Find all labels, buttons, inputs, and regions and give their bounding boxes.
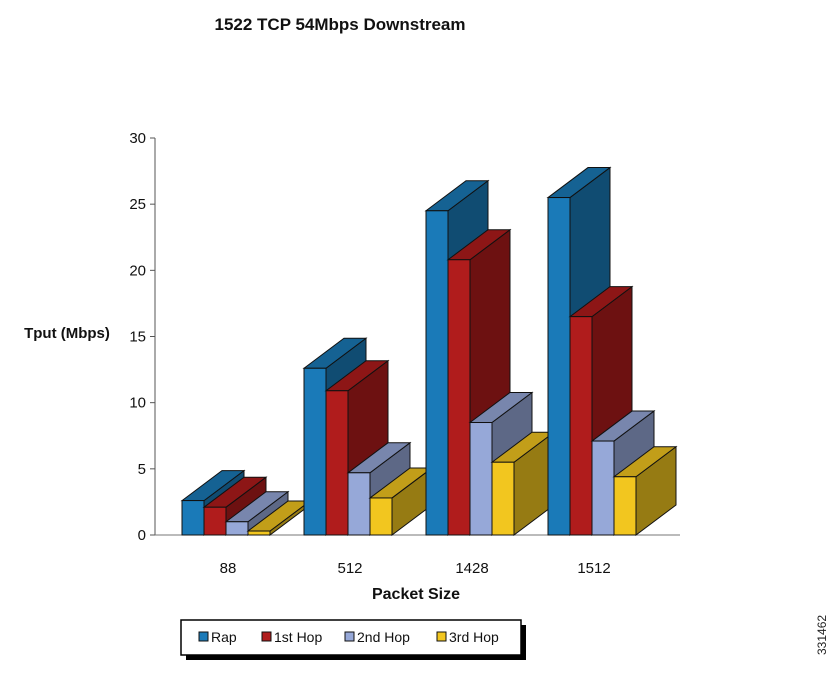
legend-swatch (344, 631, 355, 642)
axis-layer: 0 5 10 15 20 25 30 (129, 130, 680, 544)
chart-title: 1522 TCP 54Mbps Downstream (215, 15, 466, 34)
y-axis-label: Tput (Mbps) (24, 325, 110, 342)
x-tick-label: 1428 (455, 560, 488, 577)
x-tick-label: 88 (220, 560, 237, 577)
bar (246, 500, 312, 536)
legend-label: 1st Hop (274, 629, 322, 645)
bar (490, 431, 556, 536)
side-id-label: 331462 (815, 615, 829, 655)
legend-label: 2nd Hop (357, 629, 410, 645)
legend-label: 3rd Hop (449, 629, 499, 645)
bar-front-face (491, 461, 515, 536)
bar-front-face (425, 210, 449, 536)
bar-front-face (225, 521, 249, 536)
bar-front-face (369, 497, 393, 536)
bar-front-face (247, 530, 271, 536)
bar-front-face (591, 440, 615, 536)
bar-front-face (181, 500, 205, 536)
y-tick-label: 0 (138, 527, 146, 544)
legend-swatch (436, 631, 447, 642)
bar (368, 466, 434, 536)
bar-layer (180, 166, 678, 536)
bar-front-face (613, 476, 637, 536)
y-tick-label: 30 (129, 130, 146, 147)
y-tick-label: 10 (129, 395, 146, 412)
y-tick-label: 25 (129, 196, 146, 213)
y-tick-label: 20 (129, 262, 146, 279)
legend-swatch (198, 631, 209, 642)
bar-front-face (303, 367, 327, 536)
bar-front-face (469, 422, 493, 536)
bar-front-face (447, 259, 471, 536)
bar-front-face (203, 506, 227, 536)
bar-front-face (547, 197, 571, 536)
legend: Rap 1st Hop 2nd Hop 3rd Hop (180, 619, 526, 660)
x-tick-label: 512 (337, 560, 362, 577)
x-tick-label: 1512 (577, 560, 610, 577)
y-tick-label: 5 (138, 461, 146, 478)
bar-front-face (569, 316, 593, 536)
legend-box (180, 619, 522, 656)
bar (612, 445, 678, 536)
bar-front-face (325, 390, 349, 536)
bar-front-face (347, 472, 371, 536)
category-labels: 88 512 1428 1512 (220, 560, 611, 577)
legend-label: Rap (211, 629, 237, 645)
legend-swatch (261, 631, 272, 642)
x-axis-label: Packet Size (372, 586, 460, 603)
bar (202, 476, 268, 536)
y-tick-label: 15 (129, 329, 146, 346)
